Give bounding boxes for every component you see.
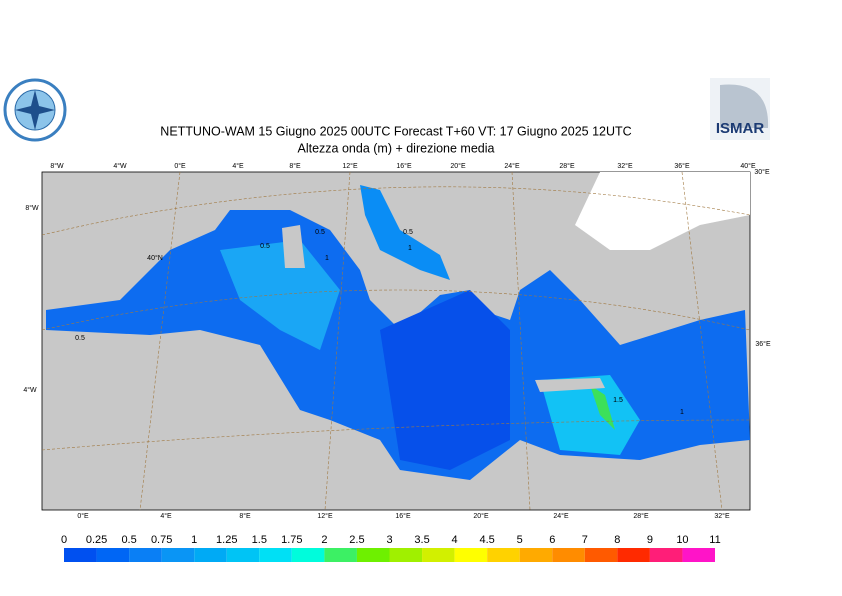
bottom-lon-label: 20°E xyxy=(473,512,489,520)
contour-label: 1 xyxy=(408,245,412,252)
top-lon-label: 8°E xyxy=(289,162,301,170)
legend-swatch xyxy=(96,548,130,562)
bottom-lon-label: 24°E xyxy=(553,512,569,520)
legend-label: 0 xyxy=(61,534,67,546)
legend-swatch xyxy=(226,548,260,562)
map-labels: 8°W 4°W 0°E 4°E 8°E 12°E 16°E 20°E 24°E 28°E 32°E 3… xyxy=(23,162,771,520)
legend-label: 5 xyxy=(517,534,523,546)
bottom-lon-label: 8°E xyxy=(239,512,251,520)
contour-label: 1 xyxy=(680,409,684,416)
bottom-lon-label: 12°E xyxy=(317,512,333,520)
bottom-lon-label: 16°E xyxy=(395,512,411,520)
left-label: 40°N xyxy=(147,254,163,262)
left-label: 8°W xyxy=(25,204,39,212)
top-lon-label: 8°W xyxy=(50,162,64,170)
top-lon-label: 32°E xyxy=(617,162,633,170)
right-label: 30°E xyxy=(754,168,770,176)
bottom-lon-label: 0°E xyxy=(77,512,89,520)
legend-label: 10 xyxy=(676,534,688,546)
top-lon-label: 40°E xyxy=(740,162,756,170)
legend-label: 1.75 xyxy=(281,534,302,546)
legend-swatch xyxy=(617,548,650,562)
legend-swatch xyxy=(422,548,455,562)
title: NETTUNO-WAM 15 Giugno 2025 00UTC Forecas… xyxy=(160,124,631,138)
legend-swatch xyxy=(454,548,488,562)
top-lon-label: 0°E xyxy=(174,162,186,170)
legend-label: 9 xyxy=(647,534,653,546)
legend-swatch xyxy=(129,548,162,562)
legend-swatch xyxy=(649,548,683,562)
logo-right: ISMAR xyxy=(710,78,770,140)
legend-label: 1.5 xyxy=(252,534,267,546)
legend-swatch xyxy=(519,548,553,562)
legend-label: 7 xyxy=(582,534,588,546)
logo-text: ISMAR xyxy=(716,120,765,137)
legend-swatch xyxy=(324,548,357,562)
legend-label: 1 xyxy=(191,534,197,546)
map xyxy=(41,171,751,511)
contour-label: 0.5 xyxy=(403,229,413,236)
legend-label: 0.75 xyxy=(151,534,172,546)
legend-swatch xyxy=(356,548,390,562)
legend-label: 1.25 xyxy=(216,534,237,546)
top-lon-label: 36°E xyxy=(674,162,690,170)
top-lon-label: 20°E xyxy=(450,162,466,170)
contour-label: 1.5 xyxy=(613,397,623,404)
contour-label: 0.5 xyxy=(315,229,325,236)
top-lon-label: 4°W xyxy=(113,162,127,170)
legend-swatch xyxy=(64,548,97,562)
top-lon-label: 16°E xyxy=(396,162,412,170)
contour-label: 1 xyxy=(325,255,329,262)
legend-label: 2.5 xyxy=(349,534,364,546)
legend-swatch xyxy=(552,548,585,562)
contour-label: 0.5 xyxy=(260,243,270,250)
subtitle: Altezza onda (m) + direzione media xyxy=(298,141,495,155)
legend-label: 0.5 xyxy=(121,534,136,546)
legend-label: 8 xyxy=(614,534,620,546)
left-label: 4°W xyxy=(23,386,37,394)
legend-label: 6 xyxy=(549,534,555,546)
legend-label: 2 xyxy=(321,534,327,546)
contour-label: 0.5 xyxy=(75,335,85,342)
legend-swatch xyxy=(161,548,195,562)
legend-label: 3.5 xyxy=(414,534,429,546)
top-lon-label: 24°E xyxy=(504,162,520,170)
legend: 0 0.25 0.5 0.75 1 1.25 1.5 1.75 2 2.5 3 3.5 4 4.5 5 6 7 8… xyxy=(61,534,721,562)
legend-swatch xyxy=(487,548,520,562)
legend-swatch xyxy=(194,548,227,562)
bottom-lon-label: 4°E xyxy=(160,512,172,520)
legend-swatch xyxy=(259,548,292,562)
legend-swatch xyxy=(584,548,618,562)
right-label: 36°E xyxy=(755,340,771,348)
top-lon-label: 28°E xyxy=(559,162,575,170)
legend-swatch xyxy=(291,548,325,562)
legend-label: 11 xyxy=(709,534,720,546)
bottom-lon-label: 28°E xyxy=(633,512,649,520)
legend-label: 0.25 xyxy=(86,534,107,546)
top-lon-label: 4°E xyxy=(232,162,244,170)
legend-swatch xyxy=(682,548,715,562)
top-lon-label: 12°E xyxy=(342,162,358,170)
legend-label: 4 xyxy=(452,534,458,546)
legend-swatch xyxy=(389,548,423,562)
legend-label: 4.5 xyxy=(480,534,495,546)
logo-left xyxy=(3,78,67,142)
legend-label: 3 xyxy=(386,534,392,546)
bottom-lon-label: 32°E xyxy=(714,512,730,520)
